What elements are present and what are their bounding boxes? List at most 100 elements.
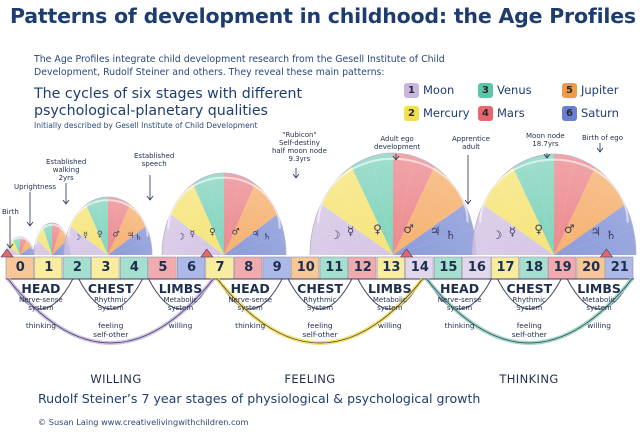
age-number: 0 (15, 260, 25, 275)
segment-title: HEAD (230, 281, 270, 296)
legend-item-jupiter: 5 Jupiter (562, 82, 619, 98)
dome-4: ☽ ☿ ♀ ♂ ♃ ♄ (161, 172, 287, 256)
segment-title: LIMBS (577, 281, 621, 296)
legend-item-saturn: 6 Saturn (562, 105, 619, 121)
age-number: 19 (553, 260, 572, 275)
annotation-apprentice: Apprentice adult (452, 135, 490, 151)
phase-arc-outline (7, 278, 214, 344)
segment-title: LIMBS (158, 281, 203, 296)
phase-thinking: THINKING (499, 372, 559, 386)
planet-glyph-icon: ♃ (252, 229, 260, 239)
legend-label: Moon (423, 83, 455, 97)
annotation-birth: Birth (2, 208, 19, 216)
dome-sheen (310, 153, 476, 255)
planet-glyph-icon: ♄ (263, 232, 271, 242)
arrow-head-icon (596, 147, 604, 153)
age-number: 3 (101, 260, 111, 275)
planet-glyph-icon: ♃ (590, 224, 601, 238)
jupiter-swatch: 5 (562, 82, 577, 98)
legend-item-moon: 1 Moon (404, 82, 454, 98)
legend-label: Jupiter (581, 83, 619, 97)
planet-glyph-icon: ♂ (403, 222, 414, 236)
dome-group: ☽ ☿ ♀ ♂ ♃ ♄ ☽ ☿ ♀ ♂ ♃ ♄ ☽ ☿ ♀ ♂ ♃ ♄ ☽ ☿ ♀ ♂ ♃ ♄ (5, 152, 637, 256)
mercury-swatch: 2 (404, 105, 419, 121)
arrow-head-icon (62, 199, 70, 205)
legend-item-mercury: 2 Mercury (404, 105, 470, 121)
arrow-head-icon (26, 221, 34, 227)
age-number: 2 (72, 260, 82, 275)
dome-sheen (34, 223, 70, 255)
planet-glyph-icon: ♃ (430, 224, 441, 238)
legend-item-venus: 3 Venus (478, 82, 532, 98)
segment-title: LIMBS (367, 281, 412, 296)
annotation-uprightness: Uprightness (14, 183, 57, 191)
annotation-speech: Established speech (134, 152, 175, 168)
phase-arc-outline (426, 278, 633, 344)
dome-sheen (6, 237, 34, 255)
cycle-marker-icon (400, 248, 414, 258)
segment-title: CHEST (87, 281, 134, 296)
cycle-marker-icon (200, 248, 214, 258)
moon-swatch: 1 (404, 82, 419, 98)
legend-label: Saturn (581, 106, 619, 120)
age-number: 10 (296, 260, 315, 275)
segment-subtitle: Rhythmic System (94, 296, 128, 312)
age-number: 17 (496, 260, 515, 275)
age-ruler (0, 248, 634, 280)
segment-title: CHEST (297, 281, 343, 296)
age-number: 14 (410, 260, 429, 275)
phase-willing: WILLING (90, 372, 142, 386)
cycle-marker-icon (599, 248, 614, 258)
planet-glyph-icon: ☿ (83, 231, 88, 240)
segment-subtitle: Nerve-sense system (437, 296, 482, 312)
age-number: 6 (187, 260, 197, 275)
age-number: 20 (582, 260, 601, 275)
legend-item-mars: 4 Mars (478, 105, 525, 121)
age-number: 11 (325, 260, 344, 275)
age-number: 5 (158, 260, 168, 275)
annotation-birth-of-ego: Birth of ego (582, 134, 624, 142)
intro-text: The Age Profiles integrate child develop… (34, 54, 445, 78)
arc-label: willing (168, 321, 193, 330)
planet-glyph-icon: ☽ (330, 228, 341, 242)
planet-glyph-icon: ☿ (509, 224, 516, 238)
segment-subtitle: Rhythmic System (303, 296, 337, 312)
planet-glyph-icon: ♀ (209, 228, 215, 238)
segment-title: CHEST (506, 281, 553, 296)
dome-5: ☽ ☿ ♀ ♂ ♃ ♄ (309, 152, 477, 256)
segment-arc (78, 278, 143, 310)
segment-arc (287, 278, 353, 310)
segment-subtitle: Metabolic system (163, 296, 198, 312)
segment-subtitle: Metabolic system (372, 296, 407, 312)
annotation-ego-development: Adult ego development (374, 135, 421, 151)
arrow-head-icon (6, 243, 14, 249)
arc-label: thinking (25, 321, 56, 330)
legend-label: Venus (497, 83, 532, 97)
planet-glyph-icon: ♃ (127, 231, 134, 240)
page-title: Patterns of development in childhood: th… (10, 4, 636, 28)
arc-label: willing (377, 321, 402, 330)
arc-label: feeling self-other (511, 321, 547, 339)
arc-label: willing (587, 321, 611, 330)
planet-glyph-icon: ♂ (564, 222, 575, 236)
age-number: 4 (129, 260, 139, 275)
planet-glyph-icon: ☽ (74, 233, 81, 242)
age-number: 18 (525, 260, 544, 275)
segment-subtitle: Metabolic system (582, 296, 617, 312)
planet-glyph-icon: ☿ (347, 224, 354, 238)
age-number: 16 (467, 260, 486, 275)
dome-6: ☽ ☿ ♀ ♂ ♃ ♄ (471, 153, 637, 256)
planet-glyph-icon: ☽ (492, 228, 503, 242)
arrow-head-icon (146, 195, 154, 201)
dome-sheen (472, 154, 636, 255)
planet-glyph-icon: ♄ (445, 228, 456, 242)
segment-arc (497, 278, 562, 310)
age-number: 15 (439, 260, 458, 275)
age-number: 8 (244, 260, 254, 275)
arrow-head-icon (292, 173, 300, 179)
arrow-head-icon (464, 199, 472, 205)
planet-glyph-icon: ♄ (135, 233, 142, 242)
arc-label: thinking (235, 321, 266, 330)
planet-glyph-icon: ☽ (177, 232, 185, 242)
